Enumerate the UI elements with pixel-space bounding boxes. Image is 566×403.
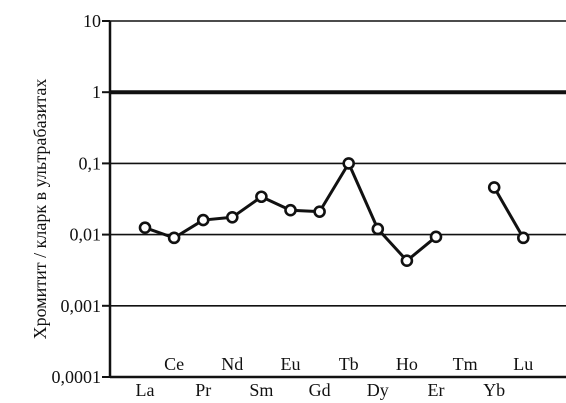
- x-tick-label-dy: Dy: [367, 380, 389, 400]
- y-tick-label: 0,1: [79, 153, 102, 173]
- x-tick-label-ce: Ce: [164, 354, 184, 374]
- data-point-pr: [196, 213, 210, 227]
- x-tick-label-lu: Lu: [513, 354, 533, 374]
- data-point-er: [429, 230, 443, 244]
- data-point-la: [138, 221, 152, 235]
- y-tick-label: 0,01: [70, 225, 102, 245]
- y-axis-label: Хромитит / кларк в ультрабазитах: [30, 79, 50, 340]
- y-tick-label: 0,0001: [52, 367, 102, 387]
- data-point-dy: [371, 222, 385, 236]
- data-point-eu: [284, 203, 297, 217]
- x-tick-label-er: Er: [428, 380, 445, 400]
- y-tick-label: 1: [92, 82, 101, 102]
- x-tick-label-ho: Ho: [396, 354, 418, 374]
- data-points: [138, 157, 530, 267]
- data-point-lu: [516, 231, 530, 245]
- data-point-gd: [313, 205, 326, 218]
- data-point-nd: [226, 210, 239, 224]
- data-point-ce: [167, 231, 181, 245]
- data-point-tb: [342, 157, 356, 170]
- data-point-ho: [400, 254, 414, 267]
- axes: [102, 20, 566, 379]
- series-line-segment: [492, 186, 525, 239]
- y-tick-label: 0,001: [61, 296, 102, 316]
- x-tick-label-pr: Pr: [195, 380, 211, 400]
- x-tick-label-nd: Nd: [221, 354, 243, 374]
- x-tick-label-sm: Sm: [249, 380, 273, 400]
- x-tick-label-eu: Eu: [281, 354, 301, 374]
- y-tick-labels: 10 1 0,1 0,01 0,001 0,0001: [52, 11, 102, 387]
- grid-lines: [110, 20, 566, 307]
- data-point-sm: [255, 190, 268, 204]
- x-tick-label-la: La: [136, 380, 155, 400]
- y-tick-label: 10: [83, 11, 101, 31]
- x-tick-label-gd: Gd: [309, 380, 331, 400]
- x-tick-label-tm: Tm: [453, 354, 478, 374]
- data-point-yb: [487, 181, 501, 194]
- series-lines: [144, 161, 525, 263]
- x-tick-label-tb: Tb: [339, 354, 359, 374]
- x-tick-label-yb: Yb: [483, 380, 505, 400]
